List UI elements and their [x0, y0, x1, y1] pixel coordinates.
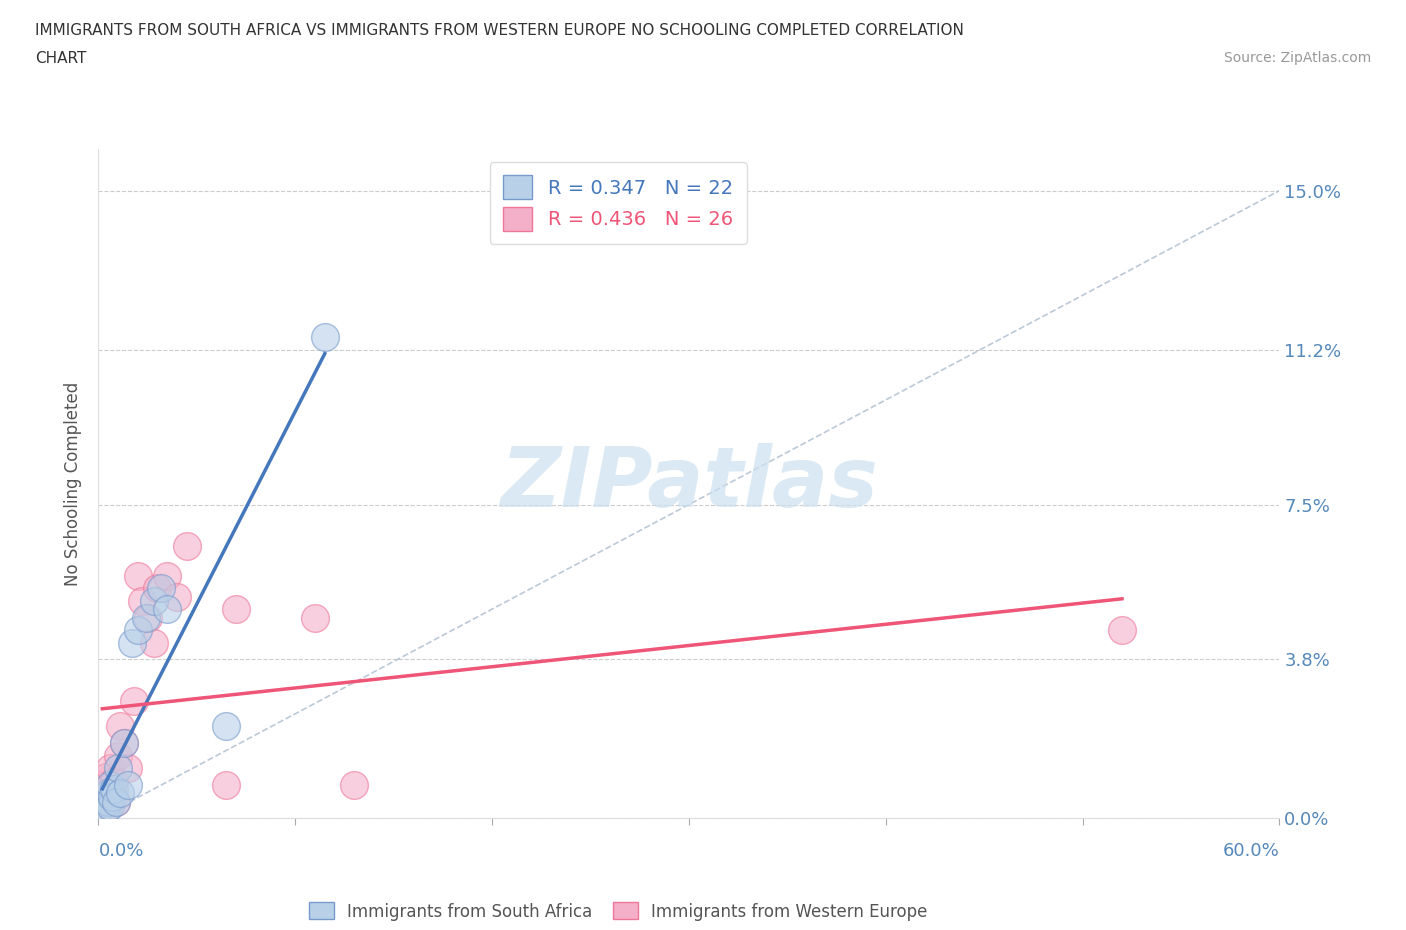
Point: [98, 761, 121, 776]
Point: [93, 790, 115, 805]
Point: [135, 610, 157, 625]
Point: [117, 761, 139, 776]
Text: 0.0%: 0.0%: [98, 842, 143, 860]
Point: [122, 694, 145, 709]
Point: [103, 774, 125, 789]
Point: [176, 539, 198, 554]
Text: Source: ZipAtlas.com: Source: ZipAtlas.com: [1223, 51, 1371, 65]
Point: [117, 777, 139, 792]
Point: [166, 590, 188, 604]
Point: [107, 761, 129, 776]
Point: [93, 777, 115, 792]
Text: 60.0%: 60.0%: [1223, 842, 1279, 860]
Point: [98, 798, 121, 813]
Point: [1111, 623, 1133, 638]
Point: [107, 748, 129, 763]
Point: [101, 790, 124, 805]
Point: [142, 593, 165, 608]
Point: [103, 781, 125, 796]
Point: [108, 719, 131, 734]
Point: [314, 330, 336, 345]
Point: [142, 635, 165, 650]
Point: [112, 736, 135, 751]
Point: [304, 610, 326, 625]
Text: IMMIGRANTS FROM SOUTH AFRICA VS IMMIGRANTS FROM WESTERN EUROPE NO SCHOOLING COMP: IMMIGRANTS FROM SOUTH AFRICA VS IMMIGRAN…: [35, 23, 965, 38]
Point: [112, 736, 135, 751]
Point: [131, 593, 153, 608]
Point: [121, 635, 143, 650]
Point: [136, 610, 159, 625]
Point: [96, 803, 118, 817]
Point: [101, 786, 124, 801]
Point: [150, 580, 173, 596]
Text: CHART: CHART: [35, 51, 87, 66]
Point: [97, 786, 120, 801]
Y-axis label: No Schooling Completed: No Schooling Completed: [65, 381, 83, 586]
Point: [91, 790, 114, 805]
Point: [215, 719, 238, 734]
Point: [105, 794, 128, 809]
Legend: Immigrants from South Africa, Immigrants from Western Europe: Immigrants from South Africa, Immigrants…: [302, 896, 934, 927]
Point: [156, 602, 179, 617]
Point: [215, 777, 238, 792]
Point: [127, 623, 149, 638]
Point: [108, 786, 131, 801]
Point: [105, 794, 128, 809]
Point: [97, 794, 120, 809]
Text: ZIPatlas: ZIPatlas: [501, 443, 877, 525]
Point: [96, 769, 118, 784]
Point: [127, 568, 149, 583]
Point: [146, 580, 169, 596]
Point: [97, 798, 120, 813]
Point: [225, 602, 247, 617]
Point: [98, 777, 121, 792]
Point: [343, 777, 366, 792]
Point: [156, 568, 179, 583]
Point: [91, 798, 114, 813]
